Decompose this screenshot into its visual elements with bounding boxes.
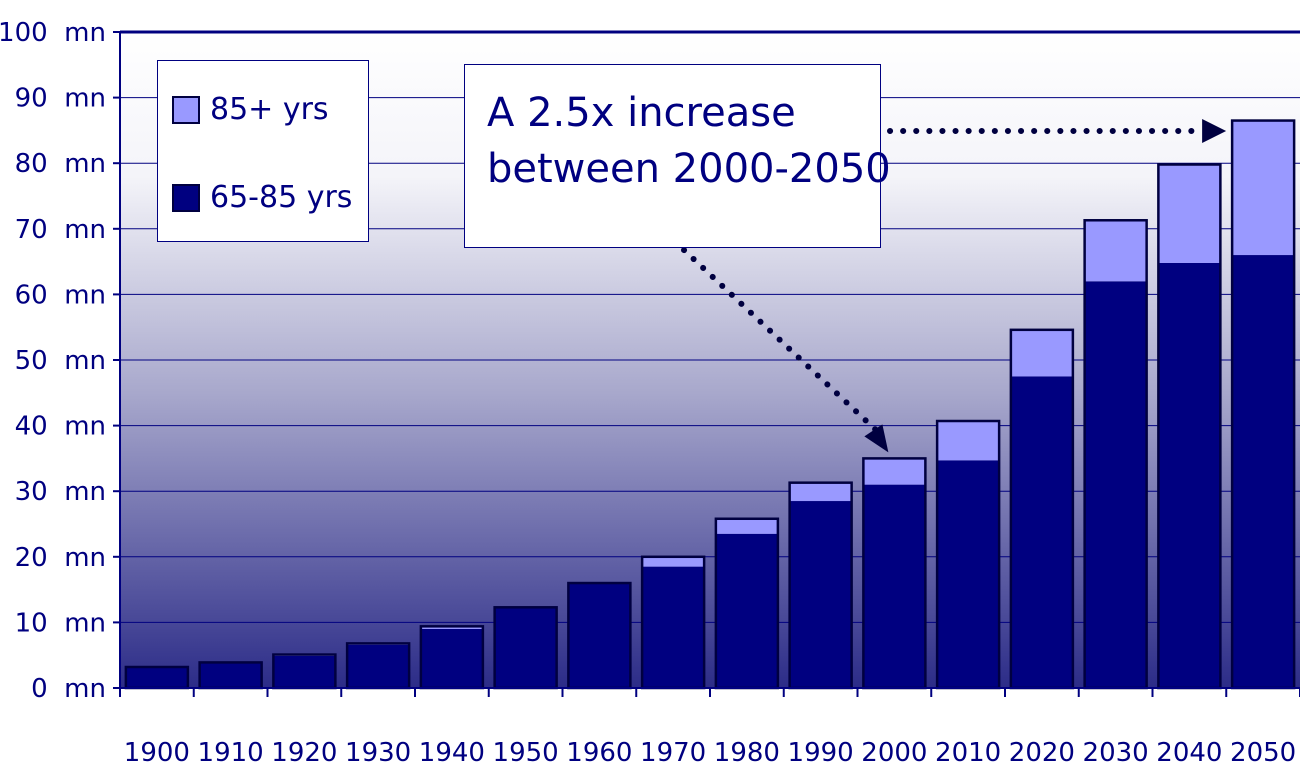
bar-1920-65-85 [273,655,336,688]
y-tick-label: 80 mn [15,149,106,179]
arrowhead-2050 [1202,119,1227,143]
y-tick-label: 10 mn [15,608,106,638]
y-tick-label: 30 mn [15,477,106,507]
x-tick-label: 2050 [1230,738,1296,768]
arrow-to-2000 [681,247,880,434]
legend-label-65-85: 65-85 yrs [210,180,353,215]
bar-1930-65-85 [347,644,410,688]
x-tick-label: 1900 [124,738,190,768]
bar-1960-65-85 [568,583,631,688]
x-tick-label: 1990 [788,738,854,768]
bar-1900-65-85 [125,667,188,688]
x-tick-label: 1980 [714,738,780,768]
bar-1940-65-85 [420,628,483,688]
annotation-line-1: A 2.5x increase [487,90,796,136]
y-tick-label: 40 mn [15,412,106,442]
arrowhead-2000 [864,424,889,453]
bar-2040-65-85 [1158,262,1221,688]
y-tick-label: 70 mn [15,215,106,245]
x-tick-label: 2020 [1009,738,1075,768]
y-tick-label: 100 mn [0,18,106,48]
x-tick-label: 2040 [1156,738,1222,768]
x-tick-label: 2000 [861,738,927,768]
bar-2030-85plus [1084,220,1147,282]
annotation-callout: A 2.5x increase between 2000-2050 [464,64,891,248]
bar-1980-65-85 [715,533,778,688]
y-tick-label: 90 mn [15,84,106,114]
legend-label-85plus: 85+ yrs [210,92,329,127]
bar-2010-65-85 [937,460,1000,688]
bar-1990-85plus [789,482,852,502]
bar-1970-65-85 [642,566,705,688]
annotation-line-2: between 2000-2050 [487,146,891,192]
x-tick-label: 1960 [566,738,632,768]
bar-2000-65-85 [863,484,926,688]
y-tick-label: 0 mn [31,674,106,704]
bar-2050-65-85 [1232,255,1295,689]
bar-2050-85plus [1232,120,1295,256]
bar-1940-85plus [420,626,483,629]
x-tick-label: 1950 [493,738,559,768]
bar-1950-65-85 [494,607,557,688]
bar-1910-65-85 [199,663,262,688]
annotation-arrows [681,119,1227,453]
legend-swatch-85plus [172,95,200,124]
bar-1970-85plus [642,556,705,567]
bar-2020-65-85 [1010,376,1073,688]
bar-2030-65-85 [1084,281,1147,688]
legend-item-85plus: 85+ yrs [172,92,329,127]
legend: 85+ yrs 65-85 yrs [157,60,369,242]
bar-2010-85plus [937,421,1000,461]
bar-2040-85plus [1158,164,1221,263]
x-tick-label: 1930 [345,738,411,768]
y-tick-label: 20 mn [15,543,106,573]
bar-1980-85plus [715,518,778,534]
bar-2000-85plus [863,458,926,485]
bar-2020-85plus [1010,329,1073,377]
x-tick-label: 1970 [640,738,706,768]
x-tick-label: 1920 [271,738,337,768]
x-tick-label: 2010 [935,738,1001,768]
y-tick-label: 60 mn [15,280,106,310]
legend-item-65-85: 65-85 yrs [172,180,352,215]
x-tick-label: 1940 [419,738,485,768]
y-tick-label: 50 mn [15,346,106,376]
x-tick-label: 2030 [1083,738,1149,768]
x-tick-label: 1910 [198,738,264,768]
bar-1990-65-85 [789,501,852,688]
legend-swatch-65-85 [172,183,200,212]
